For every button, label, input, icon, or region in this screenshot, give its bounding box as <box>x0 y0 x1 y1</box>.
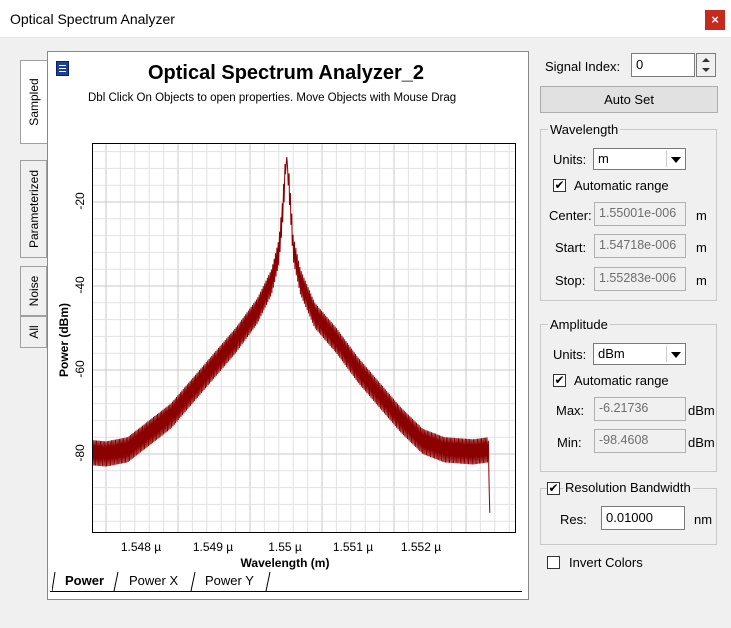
stop-unit: m <box>696 273 707 288</box>
x-axis-label: Wavelength (m) <box>240 556 330 570</box>
tab-power[interactable]: Power <box>65 573 105 588</box>
tab-noise[interactable]: Noise <box>20 266 47 316</box>
tab-power-y[interactable]: Power Y <box>205 573 254 588</box>
series-line <box>93 157 491 513</box>
center-field[interactable]: 1.55001e-006 <box>594 202 686 226</box>
x-tick-label: 1.55 µ <box>268 540 302 554</box>
spin-up-icon[interactable] <box>702 58 710 62</box>
close-icon: × <box>711 12 719 27</box>
x-tick-label: 1.548 µ <box>120 540 162 554</box>
signal-index-spinner[interactable] <box>696 53 716 77</box>
tab-sampled[interactable]: Sampled <box>20 60 47 144</box>
max-field[interactable]: -6.21736 <box>594 397 686 421</box>
center-label: Center: <box>549 208 592 223</box>
wavelength-units-label: Units: <box>553 152 587 167</box>
signal-index-label: Signal Index: <box>545 59 621 74</box>
tab-baseline <box>50 591 522 592</box>
max-unit: dBm <box>688 403 715 418</box>
resolution-checkbox[interactable]: ✔ <box>547 481 560 495</box>
title-bar: Optical Spectrum Analyzer × <box>0 0 731 38</box>
signal-index-input[interactable]: 0 <box>631 53 695 77</box>
wavelength-auto-range-label: Automatic range <box>574 178 669 193</box>
amplitude-units-select[interactable]: dBm <box>593 343 686 365</box>
tab-dividers <box>52 571 271 592</box>
min-unit: dBm <box>688 435 715 450</box>
amplitude-units-label: Units: <box>553 347 587 362</box>
dropdown-arrow-icon[interactable] <box>666 151 683 167</box>
wavelength-auto-range-checkbox[interactable]: ✔ <box>553 178 566 192</box>
window-title: Optical Spectrum Analyzer <box>10 11 175 27</box>
y-tick-label: -40 <box>73 276 87 294</box>
plot-title: Optical Spectrum Analyzer_2 <box>148 62 425 84</box>
dropdown-arrow-icon[interactable] <box>666 346 683 362</box>
graph-icon[interactable] <box>56 61 69 76</box>
grid <box>93 144 515 532</box>
spin-down-icon[interactable] <box>702 68 710 72</box>
close-button[interactable]: × <box>705 10 725 30</box>
y-tick-label: -20 <box>73 192 87 210</box>
min-field[interactable]: -98.4608 <box>594 429 686 453</box>
amplitude-auto-range-label: Automatic range <box>574 373 669 388</box>
amplitude-group <box>540 324 717 472</box>
start-unit: m <box>696 240 707 255</box>
res-input[interactable]: 0.01000 <box>601 506 685 530</box>
min-label: Min: <box>557 435 582 450</box>
tab-parameterized[interactable]: Parameterized <box>20 160 47 258</box>
x-tick-label: 1.549 µ <box>192 540 234 554</box>
res-label: Res: <box>560 512 587 527</box>
invert-colors-checkbox[interactable] <box>547 556 560 569</box>
stop-field[interactable]: 1.55283e-006 <box>594 267 686 291</box>
amplitude-group-title: Amplitude <box>548 317 610 332</box>
resolution-group-title[interactable]: Resolution Bandwidth <box>563 480 693 495</box>
wavelength-group-title: Wavelength <box>548 122 621 137</box>
wavelength-group <box>540 129 717 301</box>
wavelength-units-select[interactable]: m <box>593 148 686 170</box>
amplitude-auto-range-checkbox[interactable]: ✔ <box>553 373 566 387</box>
max-label: Max: <box>556 403 585 418</box>
auto-set-button[interactable]: Auto Set <box>540 86 718 113</box>
y-tick-label: -80 <box>73 444 87 462</box>
res-unit: nm <box>694 512 713 527</box>
plot-instructions: Dbl Click On Objects to open properties.… <box>88 92 457 104</box>
invert-colors-label: Invert Colors <box>569 555 643 570</box>
stop-label: Stop: <box>555 273 586 288</box>
start-field[interactable]: 1.54718e-006 <box>594 234 686 258</box>
x-tick-label: 1.551 µ <box>332 540 374 554</box>
plot-area[interactable] <box>92 143 516 533</box>
y-axis-label: Power (dBm) <box>57 302 71 378</box>
y-tick-label: -60 <box>73 360 87 378</box>
center-unit: m <box>696 208 707 223</box>
x-tick-label: 1.552 µ <box>400 540 442 554</box>
tab-power-x[interactable]: Power X <box>129 573 179 588</box>
tab-all[interactable]: All <box>20 316 47 348</box>
spectrum-chart <box>93 144 515 532</box>
start-label: Start: <box>555 240 587 255</box>
